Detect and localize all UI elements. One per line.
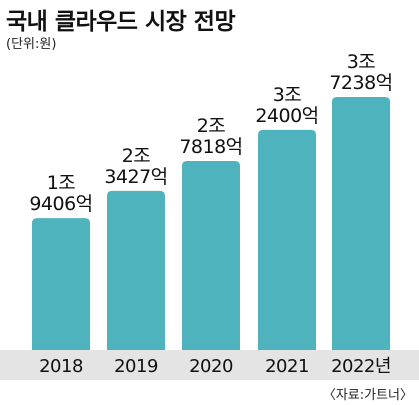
bar-2022년 (332, 97, 390, 350)
x-tick-label-2022년: 2022년 (331, 356, 391, 377)
x-axis-band (0, 350, 419, 380)
bar-2018 (32, 218, 90, 350)
value-label-2022년-line2: 7238억 (329, 72, 392, 94)
x-tick-label-2019: 2019 (114, 356, 158, 377)
x-tick-label-2020: 2020 (189, 356, 233, 377)
bar-2020 (182, 161, 240, 350)
value-label-2021-line1: 3조 (273, 84, 302, 106)
source-note: 〈자료:가트너〉 (322, 388, 413, 403)
x-tick-label-2018: 2018 (39, 356, 83, 377)
value-label-2021-line2: 2400억 (255, 105, 318, 127)
value-label-2020-line1: 2조 (197, 115, 226, 137)
value-label-2018-line2: 9406억 (29, 193, 92, 215)
bar-2019 (107, 190, 165, 350)
unit-label: (단위:원) (6, 37, 57, 52)
value-label-2022년-line1: 3조 (347, 51, 376, 73)
chart-title: 국내 클라우드 시장 전망 (6, 9, 236, 35)
x-tick-labels-layer: 2018 2019 2020 2021 2022년 (39, 356, 391, 377)
bars-layer (32, 97, 390, 350)
value-label-2019-line1: 2조 (122, 145, 151, 167)
value-label-2019-line2: 3427억 (104, 166, 167, 188)
value-label-2020-line2: 7818억 (179, 136, 242, 158)
x-tick-label-2021: 2021 (265, 356, 309, 377)
bar-2021 (258, 129, 316, 350)
value-label-2018-line1: 1조 (47, 172, 76, 194)
